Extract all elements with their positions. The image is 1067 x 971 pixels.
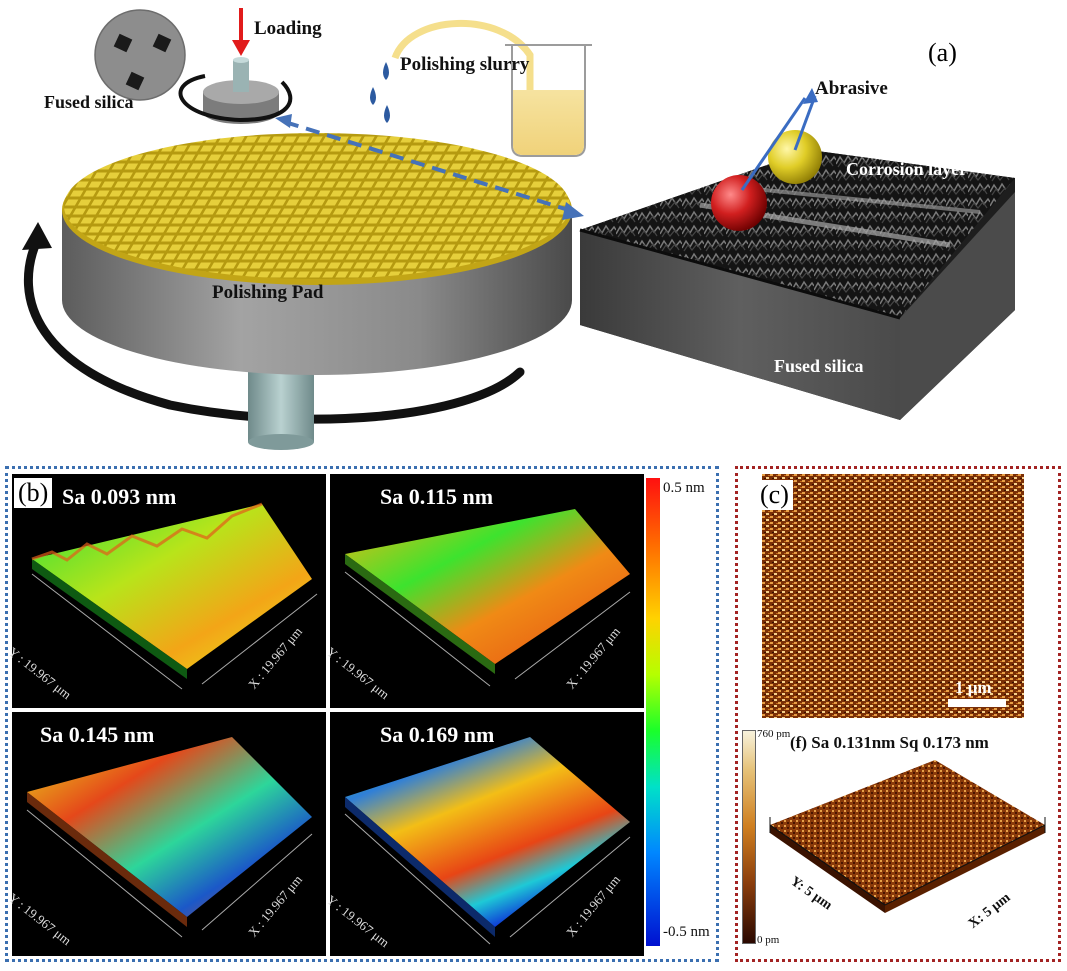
loading-label: Loading	[254, 18, 322, 39]
polishing-pad-label: Polishing Pad	[212, 282, 324, 303]
fused-silica-block-front	[580, 230, 900, 420]
f-colorbar-min-label: 0 pm	[757, 934, 780, 946]
afm-image-1: Sa 0.093 nm Y : 19.967 μm X : 19.967 μm	[6, 474, 326, 708]
worn-particle	[711, 175, 767, 231]
panel-a-letter: (a)	[928, 38, 957, 67]
sa-label-2: Sa 0.115 nm	[380, 484, 494, 509]
polishing-pad	[64, 133, 570, 279]
abrasive-particle	[768, 130, 822, 184]
colorbar-max-label: 0.5 nm	[663, 480, 705, 496]
panel-b-frame	[5, 466, 719, 962]
f-caption: (f) Sa 0.131nm Sq 0.173 nm	[790, 733, 989, 752]
afm-2d-image	[762, 474, 1024, 718]
sa-label-1: Sa 0.093 nm	[62, 484, 177, 509]
f-height-colorbar	[742, 730, 756, 944]
loading-arrow	[232, 40, 250, 56]
slurry-drop	[370, 87, 376, 105]
panel-c-letter: (c)	[756, 480, 793, 510]
afm-image-3: Sa 0.145 nm Y : 19.967 μm X : 19.967 μm	[6, 712, 326, 956]
f-colorbar-max-label: 760 pm	[757, 728, 791, 740]
slurry-drop	[384, 105, 390, 123]
beaker	[511, 45, 586, 157]
shaft	[248, 370, 314, 442]
corrosion-layer-surface	[580, 150, 1015, 318]
afm-image-4: Sa 0.169 nm Y : 19.967 μm X : 19.967 μm	[324, 712, 644, 956]
fused-silica-block-label: Fused silica	[774, 356, 864, 376]
platen-rotation-arrow	[23, 233, 525, 424]
height-colorbar	[646, 478, 660, 946]
afm-3d-image-f	[769, 760, 1046, 913]
corrosion-layer-label: Corrosion layer	[846, 159, 968, 179]
abrasive-label: Abrasive	[815, 78, 888, 99]
slurry-drop	[383, 62, 389, 80]
panel-b-letter: (b)	[14, 478, 53, 508]
sa-label-3: Sa 0.145 nm	[40, 722, 155, 747]
afm-image-2: Sa 0.115 nm Y : 19.967 μm X : 19.967 μm	[324, 474, 644, 708]
polishing-slurry-label: Polishing slurry	[400, 54, 530, 75]
polishing-schematic	[22, 8, 1015, 450]
fused-silica-disc-label: Fused silica	[44, 92, 134, 112]
colorbar-min-label: -0.5 nm	[663, 924, 710, 940]
panel-a: (a) Loading Fused silica Polishing slurr…	[0, 0, 1067, 455]
zoom-link-arrow	[284, 120, 576, 214]
sa-label-4: Sa 0.169 nm	[380, 722, 495, 747]
panel-c-frame	[735, 466, 1061, 962]
scale-bar-label: 1 μm	[955, 678, 992, 697]
fused-silica-disc	[94, 9, 186, 101]
scale-bar	[948, 699, 1006, 707]
